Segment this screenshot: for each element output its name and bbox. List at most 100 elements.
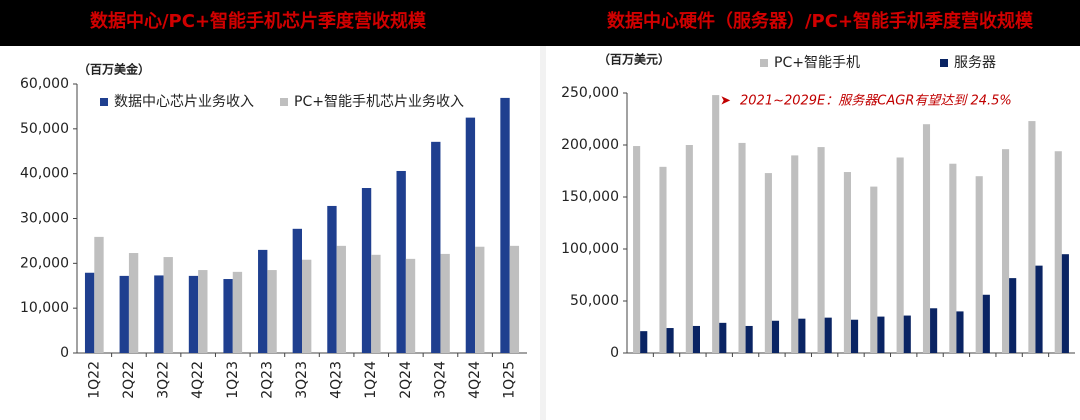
- y-tick-label: 200,000: [561, 137, 619, 153]
- bar: [405, 258, 416, 353]
- x-tick-label: 3Q24: [432, 361, 448, 399]
- bar: [903, 315, 911, 353]
- bar: [982, 294, 990, 353]
- legend-swatch: [100, 98, 108, 106]
- chart-title: 数据中心硬件（服务器）/PC+智能手机季度营收规模: [607, 10, 1034, 32]
- bar: [870, 186, 878, 353]
- bar: [685, 145, 693, 353]
- legend-label: 数据中心芯片业务收入: [114, 94, 254, 110]
- y-tick-label: 10,000: [20, 300, 69, 316]
- bar: [851, 319, 859, 353]
- bar: [922, 124, 931, 353]
- x-tick-label: 1Q25: [502, 361, 518, 399]
- bar: [163, 257, 173, 353]
- y-tick-label: 250,000: [561, 85, 619, 101]
- x-tick-label: 2Q23: [259, 361, 275, 399]
- legend-swatch: [280, 98, 288, 106]
- y-tick-label: 50,000: [20, 121, 69, 137]
- bar: [896, 157, 904, 353]
- bar: [361, 188, 372, 353]
- bar: [475, 246, 485, 353]
- bar: [719, 322, 727, 353]
- bar: [223, 279, 233, 353]
- bar: [975, 176, 983, 353]
- y-tick-label: 60,000: [20, 76, 69, 92]
- bar: [666, 328, 674, 353]
- y-tick-label: 150,000: [561, 189, 619, 205]
- bar: [824, 317, 832, 353]
- legend-label: 服务器: [954, 55, 996, 71]
- legend-swatch: [940, 59, 948, 67]
- bar: [771, 320, 780, 353]
- bar: [817, 147, 825, 353]
- bar: [396, 170, 406, 353]
- bar: [1035, 265, 1043, 353]
- bar: [128, 253, 139, 353]
- unit-label: （百万美金）: [78, 62, 150, 77]
- x-tick-label: 3Q22: [156, 361, 172, 399]
- divider: [540, 46, 546, 420]
- chart-title: 数据中心/PC+智能手机芯片季度营收规模: [90, 10, 427, 32]
- x-tick-label: 1Q22: [86, 361, 102, 399]
- bar: [956, 311, 964, 353]
- bar: [633, 146, 641, 353]
- y-tick-label: 40,000: [20, 166, 69, 182]
- bar: [302, 259, 312, 353]
- bar: [949, 163, 957, 353]
- y-tick-label: 30,000: [20, 211, 69, 227]
- unit-label: （百万美元）: [598, 52, 670, 67]
- bar: [84, 272, 95, 353]
- bar: [500, 97, 510, 353]
- bar: [1009, 278, 1017, 353]
- bar: [327, 205, 337, 353]
- bar: [791, 155, 799, 353]
- bar: [1054, 151, 1062, 353]
- bar: [745, 325, 753, 353]
- y-tick-label: 0: [60, 345, 69, 361]
- bar: [509, 245, 520, 353]
- legend-label: PC+智能手机: [774, 55, 860, 71]
- bar: [659, 166, 667, 353]
- x-tick-label: 4Q24: [467, 361, 483, 399]
- bar: [371, 254, 381, 353]
- x-tick-label: 2Q24: [398, 361, 414, 399]
- bar: [1061, 254, 1069, 353]
- bar: [640, 331, 648, 353]
- bar: [1002, 149, 1010, 353]
- legend-swatch: [760, 59, 768, 67]
- bar: [336, 245, 346, 353]
- bar: [119, 275, 129, 353]
- bar: [154, 275, 164, 353]
- x-tick-label: 4Q22: [190, 361, 206, 399]
- annotation-arrow: ➤: [720, 94, 731, 109]
- bar: [267, 270, 277, 353]
- x-tick-label: 3Q23: [294, 361, 310, 399]
- bar: [188, 275, 199, 353]
- bar: [292, 228, 302, 353]
- bar: [1028, 121, 1036, 353]
- bar: [738, 142, 746, 353]
- bar: [843, 172, 851, 353]
- y-tick-label: 50,000: [570, 293, 619, 309]
- x-tick-label: 1Q23: [225, 361, 241, 399]
- bar: [94, 236, 104, 353]
- bar: [198, 270, 208, 353]
- bar: [692, 325, 700, 353]
- bar: [930, 308, 938, 353]
- bar: [712, 95, 720, 353]
- y-tick-label: 100,000: [561, 241, 619, 257]
- header-bar: [0, 0, 1080, 46]
- bar: [440, 253, 450, 353]
- bar: [258, 249, 268, 353]
- bar: [877, 316, 885, 353]
- x-tick-label: 1Q24: [363, 361, 379, 399]
- bar: [465, 117, 476, 353]
- annotation: 2021~2029E：服务器CAGR有望达到 24.5%: [740, 94, 1012, 109]
- y-tick-label: 0: [610, 345, 619, 361]
- legend-label: PC+智能手机芯片业务收入: [294, 94, 464, 110]
- bar: [764, 173, 772, 353]
- bar: [232, 271, 243, 353]
- y-tick-label: 20,000: [20, 255, 69, 271]
